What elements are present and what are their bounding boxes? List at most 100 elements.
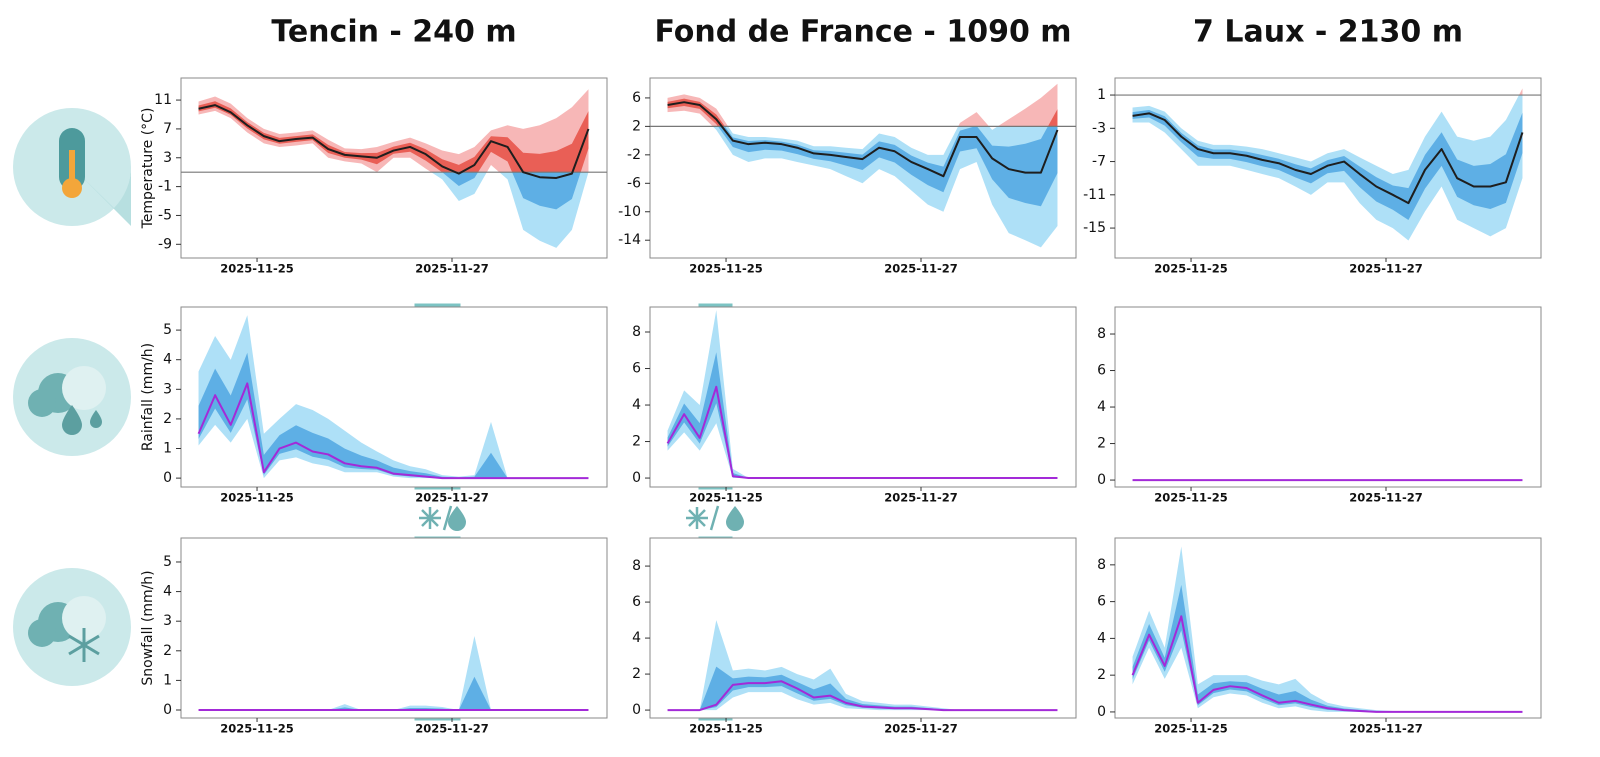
y-tick-label: 2 bbox=[632, 666, 641, 682]
median-line bbox=[1132, 112, 1524, 205]
band-outer bbox=[667, 620, 1058, 711]
plot-layer bbox=[650, 83, 1076, 248]
band-inner bbox=[198, 101, 589, 173]
y-tick-label: 5 bbox=[163, 554, 172, 570]
band-inner bbox=[667, 666, 1058, 711]
x-tick-label: 2025-11-25 bbox=[689, 722, 763, 736]
above-threshold bbox=[667, 83, 1058, 127]
x-tick-label: 2025-11-27 bbox=[415, 722, 489, 736]
temperature-icon bbox=[13, 108, 131, 226]
plot-layer bbox=[1115, 88, 1541, 241]
y-tick-label: 8 bbox=[1097, 557, 1106, 573]
y-axis-label: Rainfall (mm/h) bbox=[140, 343, 156, 451]
plot-layer bbox=[197, 315, 589, 480]
median-line bbox=[1131, 615, 1523, 713]
y-tick-label: -7 bbox=[1092, 154, 1106, 170]
y-tick-label: 3 bbox=[163, 613, 172, 629]
band-outer bbox=[712, 126, 1058, 248]
y-tick-label: 4 bbox=[163, 352, 172, 368]
y-tick-label: -9 bbox=[158, 236, 172, 252]
x-tick-label: 2025-11-25 bbox=[1154, 262, 1228, 276]
plot-layer bbox=[181, 89, 607, 248]
plot-layer bbox=[1131, 546, 1523, 713]
median-line bbox=[197, 382, 589, 480]
below-threshold bbox=[712, 126, 1058, 248]
y-tick-label: 5 bbox=[163, 322, 172, 338]
y-tick-label: 8 bbox=[632, 558, 641, 574]
snow-icon bbox=[13, 568, 131, 686]
plot-area bbox=[1114, 306, 1542, 488]
y-tick-label: 0 bbox=[163, 470, 172, 486]
y-tick-label: 3 bbox=[163, 381, 172, 397]
y-tick-label: 0 bbox=[632, 470, 641, 486]
band-outer bbox=[667, 83, 1058, 127]
snow-rain-icon bbox=[419, 505, 466, 531]
x-tick-label: 2025-11-27 bbox=[884, 722, 958, 736]
band-inner bbox=[717, 126, 1058, 207]
y-tick-label: 11 bbox=[154, 92, 172, 108]
y-tick-label: 0 bbox=[1097, 472, 1106, 488]
y-tick-label: -14 bbox=[618, 232, 641, 248]
y-tick-label: -6 bbox=[627, 175, 641, 191]
column-title: Fond de France - 1090 m bbox=[654, 15, 1071, 50]
y-tick-label: 8 bbox=[1097, 326, 1106, 342]
y-tick-label: -5 bbox=[158, 207, 172, 223]
y-tick-label: -10 bbox=[618, 204, 641, 220]
y-tick-label: 6 bbox=[632, 90, 641, 106]
y-tick-label: 3 bbox=[163, 150, 172, 166]
snow-rain-icon bbox=[686, 505, 744, 531]
y-tick-label: 0 bbox=[1097, 704, 1106, 720]
x-tick-label: 2025-11-27 bbox=[884, 262, 958, 276]
y-tick-label: 1 bbox=[163, 672, 172, 688]
y-tick-label: 1 bbox=[1097, 87, 1106, 103]
y-tick-label: 0 bbox=[163, 702, 172, 718]
column-title: 7 Laux - 2130 m bbox=[1193, 15, 1463, 50]
x-tick-label: 2025-11-25 bbox=[220, 262, 294, 276]
plot-area bbox=[180, 537, 608, 719]
above-threshold bbox=[198, 89, 589, 173]
y-tick-label: -2 bbox=[627, 147, 641, 163]
y-axis-label: Temperature (°C) bbox=[140, 108, 156, 230]
y-tick-label: 0 bbox=[632, 702, 641, 718]
x-tick-label: 2025-11-25 bbox=[689, 491, 763, 505]
x-tick-label: 2025-11-25 bbox=[1154, 722, 1228, 736]
plot-layer bbox=[666, 310, 1058, 480]
y-tick-label: -11 bbox=[1083, 187, 1106, 203]
y-tick-label: 4 bbox=[163, 584, 172, 600]
y-tick-label: 2 bbox=[632, 434, 641, 450]
y-tick-label: 6 bbox=[1097, 594, 1106, 610]
y-axis-label: Snowfall (mm/h) bbox=[140, 570, 156, 685]
y-tick-label: 2 bbox=[163, 643, 172, 659]
below-threshold bbox=[376, 172, 589, 248]
x-tick-label: 2025-11-25 bbox=[220, 722, 294, 736]
y-tick-label: 6 bbox=[1097, 363, 1106, 379]
y-tick-label: 4 bbox=[632, 397, 641, 413]
plot-layer bbox=[667, 620, 1058, 712]
x-tick-label: 2025-11-27 bbox=[415, 262, 489, 276]
median-line bbox=[667, 101, 1059, 178]
band-inner bbox=[442, 172, 581, 210]
y-tick-label: 8 bbox=[632, 324, 641, 340]
band-outer bbox=[1518, 88, 1523, 96]
y-tick-label: 2 bbox=[1097, 436, 1106, 452]
x-tick-label: 2025-11-25 bbox=[1154, 491, 1228, 505]
x-tick-label: 2025-11-25 bbox=[689, 262, 763, 276]
rain-icon bbox=[13, 338, 131, 456]
median-line bbox=[667, 680, 1058, 712]
y-tick-label: -1 bbox=[158, 179, 172, 195]
x-tick-label: 2025-11-25 bbox=[220, 491, 294, 505]
y-tick-label: 2 bbox=[1097, 667, 1106, 683]
y-tick-label: -15 bbox=[1083, 220, 1106, 236]
y-tick-label: 1 bbox=[163, 441, 172, 457]
y-tick-label: 7 bbox=[163, 121, 172, 137]
y-tick-label: 4 bbox=[632, 630, 641, 646]
y-tick-label: 6 bbox=[632, 361, 641, 377]
above-threshold bbox=[1518, 88, 1523, 96]
y-tick-label: 2 bbox=[632, 118, 641, 134]
median-line bbox=[666, 385, 1058, 480]
y-tick-label: 4 bbox=[1097, 630, 1106, 646]
plot-layer bbox=[198, 635, 589, 712]
x-tick-label: 2025-11-27 bbox=[1349, 722, 1423, 736]
y-tick-label: 4 bbox=[1097, 399, 1106, 415]
